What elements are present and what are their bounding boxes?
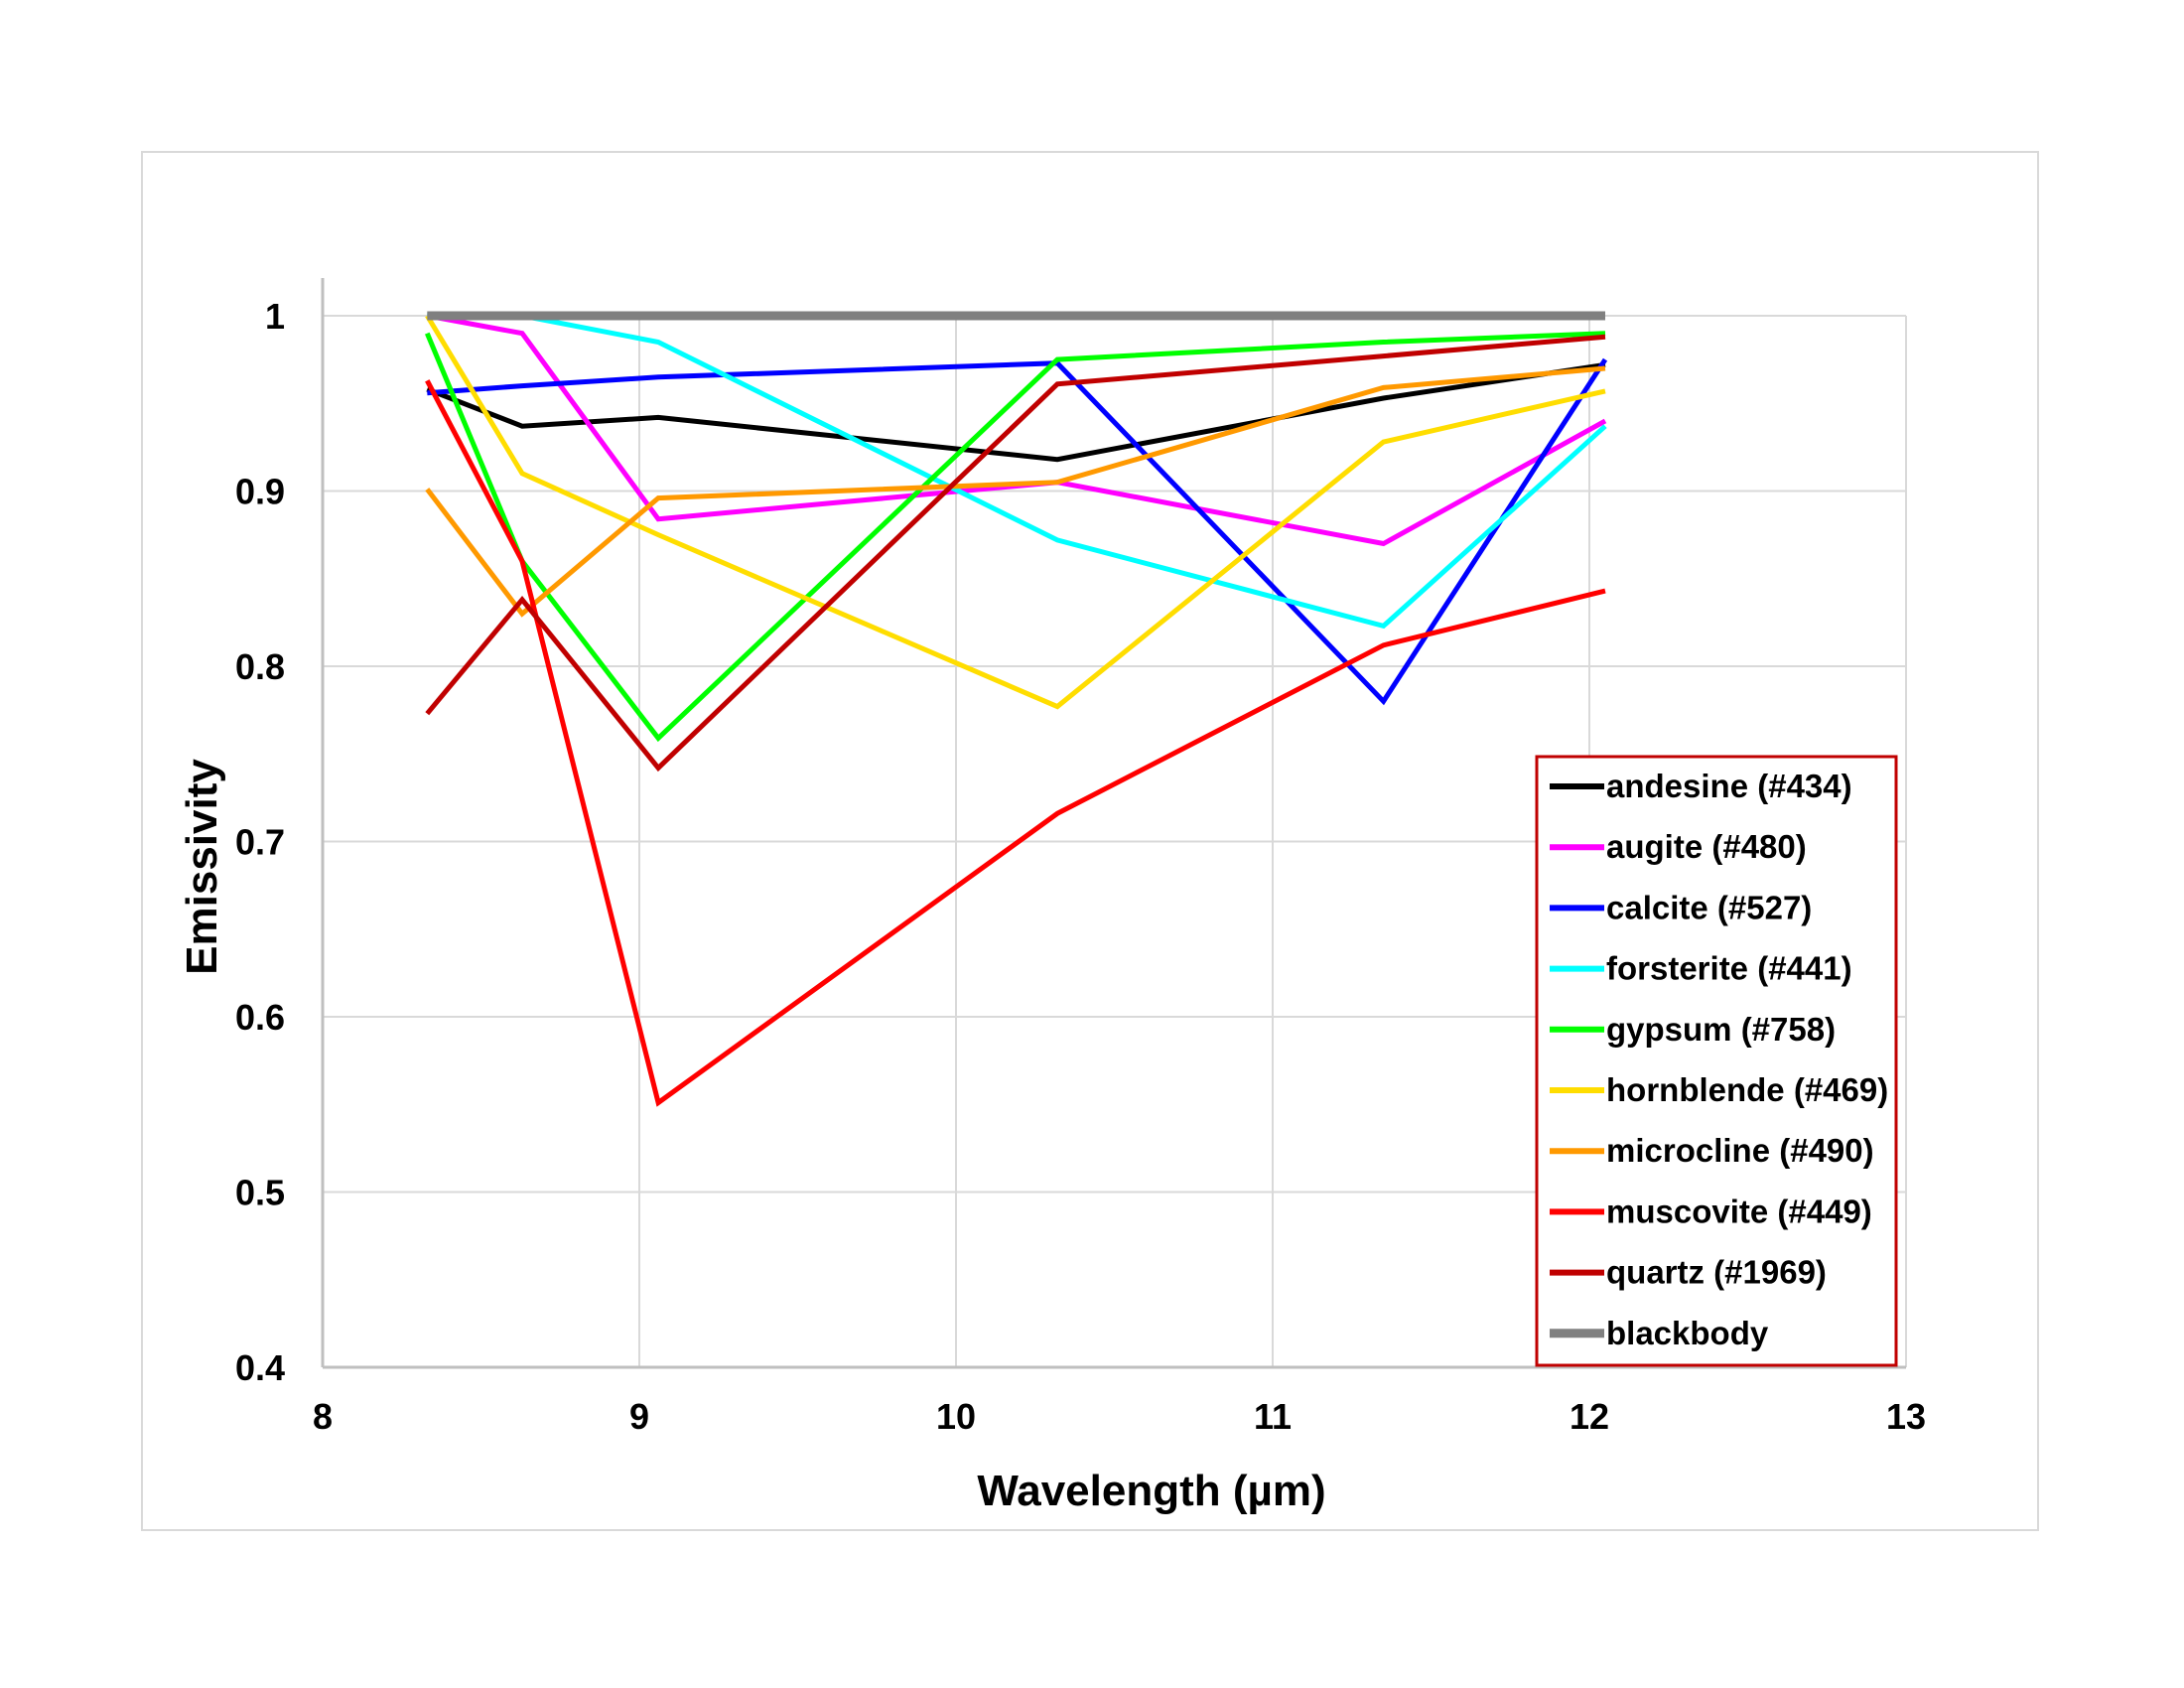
series-line-gypsum (424, 331, 1606, 743)
legend-label-forsterite: forsterite (#441) (1606, 950, 1852, 987)
x-tick-label: 9 (629, 1396, 649, 1437)
y-tick-label: 0.7 (235, 822, 285, 863)
series-line-muscovite (425, 379, 1606, 1107)
legend: andesine (#434) augite (#480) calcite (#52… (1535, 755, 1898, 1367)
y-tick-label: 0.9 (235, 472, 285, 512)
x-tick-label: 8 (313, 1396, 333, 1437)
legend-label-microcline: microcline (#490) (1606, 1132, 1874, 1169)
series-line-quartz (425, 334, 1606, 773)
legend-label-calcite: calcite (#527) (1606, 889, 1812, 925)
y-tick-label: 0.5 (235, 1173, 285, 1213)
legend-label-augite: augite (#480) (1606, 828, 1807, 865)
x-axis-title: Wavelength (µm) (977, 1467, 1325, 1515)
y-tick-label: 0.4 (235, 1347, 285, 1388)
legend-label-quartz: quartz (#1969) (1606, 1254, 1827, 1291)
y-tick-label: 0.8 (235, 646, 285, 687)
y-tick-label: 0.6 (235, 997, 285, 1038)
series-lines (424, 311, 1608, 1107)
legend-label-muscovite: muscovite (#449) (1606, 1193, 1872, 1229)
series-line-augite (426, 313, 1607, 547)
x-tick-label: 10 (936, 1396, 976, 1437)
series-line-microcline (425, 365, 1606, 618)
y-tick-label: 1 (265, 296, 285, 337)
series-line-calcite (427, 357, 1608, 706)
x-tick-label: 11 (1254, 1396, 1292, 1437)
legend-label-hornblende: hornblende (#469) (1606, 1071, 1888, 1108)
legend-label-gypsum: gypsum (#758) (1606, 1011, 1836, 1048)
legend-box (1535, 755, 1898, 1367)
tick-labels: 0.4 0.5 0.6 0.7 0.8 0.9 1 8 9 10 11 12 13 (235, 296, 1926, 1437)
y-axis-title: Emissivity (178, 759, 226, 975)
x-tick-label: 12 (1570, 1396, 1609, 1437)
x-tick-label: 13 (1886, 1396, 1926, 1437)
series-line-hornblende (425, 314, 1606, 710)
legend-label-blackbody: blackbody (1606, 1315, 1769, 1351)
legend-label-andesine: andesine (#434) (1606, 768, 1852, 804)
axes (321, 278, 1906, 1369)
